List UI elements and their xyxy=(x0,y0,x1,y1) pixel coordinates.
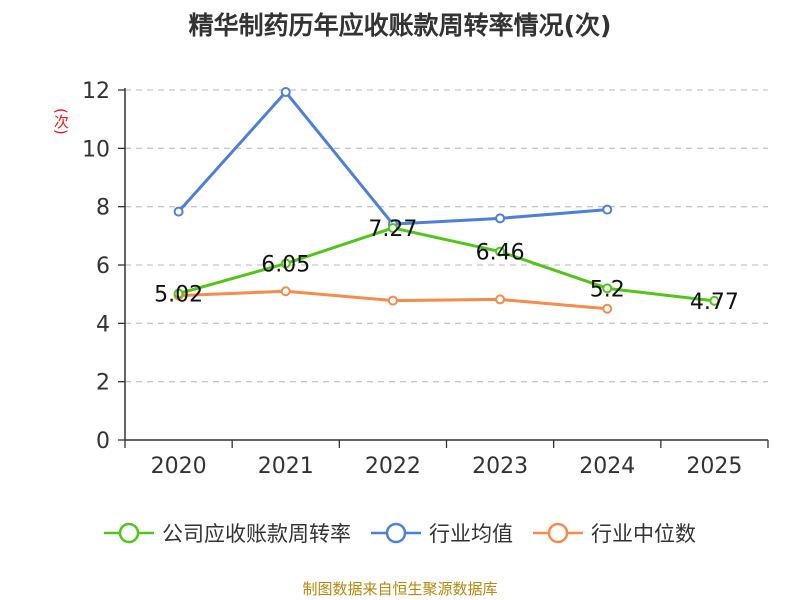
data-labels: 5.02 6.05 7.27 6.46 5.2 4.77 xyxy=(154,217,739,315)
legend-label: 行业均值 xyxy=(429,522,513,546)
legend-line-marker-icon xyxy=(371,522,421,544)
legend-item-company[interactable]: 公司应收账款周转率 xyxy=(104,518,351,548)
legend-item-industry-median[interactable]: 行业中位数 xyxy=(533,518,696,548)
chart-title: 精华制药历年应收账款周转率情况(次) xyxy=(188,11,612,40)
legend-label: 行业中位数 xyxy=(591,522,696,546)
y-tick-label: 10 xyxy=(82,137,110,162)
legend-line-marker-icon xyxy=(533,522,583,544)
legend: 公司应收账款周转率 行业均值 行业中位数 xyxy=(0,518,800,548)
data-point xyxy=(602,303,613,314)
data-point xyxy=(387,222,398,233)
y-tick-label: 12 xyxy=(82,79,110,104)
data-label: 6.46 xyxy=(476,241,525,266)
data-point xyxy=(280,258,291,269)
y-tick-label: 0 xyxy=(96,429,110,454)
x-tick-label: 2025 xyxy=(686,454,742,479)
series-line xyxy=(178,226,715,303)
data-point xyxy=(387,295,398,306)
series-lines xyxy=(173,87,720,314)
data-label: 7.27 xyxy=(368,217,417,242)
y-axis-unit-label: (次) xyxy=(52,108,70,135)
series-line xyxy=(177,90,608,226)
data-label: 6.05 xyxy=(261,253,310,278)
x-tick-label: 2023 xyxy=(472,454,528,479)
data-source-note: 制图数据来自恒生聚源数据库 xyxy=(302,580,498,598)
data-point xyxy=(173,206,184,217)
y-tick-label: 8 xyxy=(96,196,110,221)
grid-lines xyxy=(125,89,768,383)
y-tick-label: 4 xyxy=(96,312,110,337)
data-label: 5.2 xyxy=(590,277,625,302)
data-label: 4.77 xyxy=(690,290,739,315)
x-tick-label: 2024 xyxy=(579,454,635,479)
data-point xyxy=(495,213,506,224)
y-tick-label: 2 xyxy=(96,371,110,396)
y-tick-label: 6 xyxy=(96,254,110,279)
x-tick-label: 2021 xyxy=(258,454,314,479)
x-tick-label: 2020 xyxy=(151,454,207,479)
data-point xyxy=(280,286,291,297)
data-point xyxy=(709,295,720,306)
x-tick-label: 2022 xyxy=(365,454,421,479)
legend-item-industry-mean[interactable]: 行业均值 xyxy=(371,518,513,548)
data-point xyxy=(280,87,291,98)
data-point xyxy=(173,288,184,299)
data-point xyxy=(602,283,613,294)
legend-line-marker-icon xyxy=(104,522,154,544)
legend-label: 公司应收账款周转率 xyxy=(162,522,351,546)
data-point xyxy=(495,294,506,305)
axes: 0 2 4 6 8 10 12 2020 2021 2022 2023 2024 2025 xyxy=(82,79,769,479)
data-point xyxy=(602,204,613,215)
data-label: 5.02 xyxy=(154,283,203,308)
data-point xyxy=(495,246,506,257)
